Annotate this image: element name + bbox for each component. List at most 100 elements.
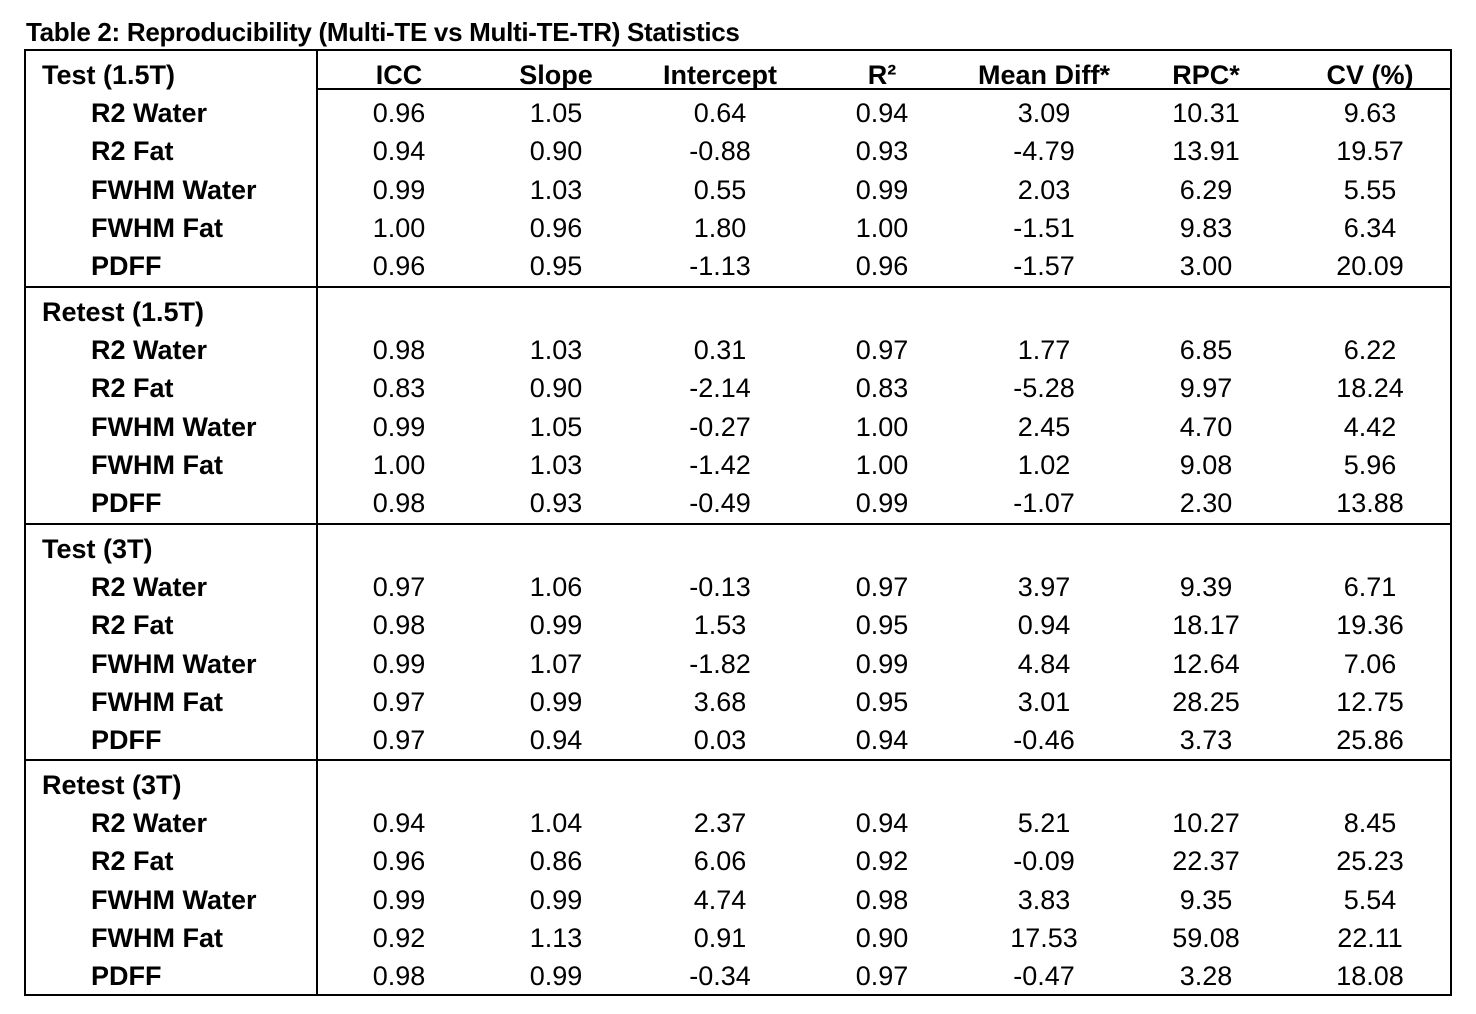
table-cell: 0.96 bbox=[372, 251, 426, 281]
table-cell: 8.45 bbox=[1343, 808, 1397, 839]
table-cell: 10.27 bbox=[1172, 808, 1240, 839]
table-cell: -0.09 bbox=[1013, 846, 1075, 877]
row-label: R2 Water bbox=[91, 808, 208, 839]
table-cell: 12.75 bbox=[1336, 686, 1404, 717]
column-header: Mean Diff* bbox=[977, 60, 1110, 90]
table-cell: 4.70 bbox=[1179, 411, 1233, 442]
row-label: FWHM Fat bbox=[91, 686, 223, 717]
table-cell: 0.90 bbox=[529, 136, 583, 167]
table-cell: 0.98 bbox=[372, 961, 426, 991]
table-cell: -5.28 bbox=[1013, 373, 1075, 404]
table-cell: 0.98 bbox=[372, 610, 426, 641]
table-cell: 22.37 bbox=[1172, 846, 1240, 877]
table-cell: 0.97 bbox=[372, 725, 426, 755]
row-label: PDFF bbox=[91, 725, 162, 755]
table-cell: -1.07 bbox=[1013, 488, 1075, 518]
table-cell: -1.57 bbox=[1013, 251, 1075, 281]
table-cell: 0.99 bbox=[855, 648, 909, 679]
table-cell: 0.93 bbox=[529, 488, 583, 518]
table-cell: 28.25 bbox=[1172, 686, 1240, 717]
row-label: R2 Fat bbox=[91, 846, 174, 877]
table-cell: 1.00 bbox=[855, 449, 909, 480]
row-label: FWHM Water bbox=[91, 884, 257, 915]
row-label: FWHM Water bbox=[91, 648, 257, 679]
table-cell: 0.94 bbox=[855, 98, 909, 129]
table-cell: 0.94 bbox=[372, 808, 426, 839]
table-cell: 0.96 bbox=[529, 212, 583, 243]
table-cell: 0.94 bbox=[1017, 610, 1071, 641]
table-cell: 6.34 bbox=[1343, 212, 1397, 243]
table-cell: 0.94 bbox=[529, 725, 583, 755]
table-cell: 0.99 bbox=[372, 648, 426, 679]
table-cell: 3.68 bbox=[693, 686, 747, 717]
table-cell: 2.37 bbox=[693, 808, 747, 839]
table-cell: 1.03 bbox=[529, 449, 583, 480]
section-divider bbox=[26, 286, 1450, 288]
table-cell: 0.55 bbox=[693, 174, 747, 205]
section-divider bbox=[26, 759, 1450, 761]
table-cell: 0.96 bbox=[372, 846, 426, 877]
row-label: R2 Water bbox=[91, 572, 208, 603]
table-cell: 0.95 bbox=[855, 610, 909, 641]
table-cell: 9.08 bbox=[1179, 449, 1233, 480]
table-cell: 1.00 bbox=[855, 212, 909, 243]
table-cell: 0.91 bbox=[693, 922, 747, 953]
table-cell: 1.00 bbox=[855, 411, 909, 442]
table-cell: 12.64 bbox=[1172, 648, 1240, 679]
section-label: Retest (3T) bbox=[42, 770, 182, 800]
table-cell: 0.99 bbox=[372, 411, 426, 442]
table-cell: 13.88 bbox=[1336, 488, 1404, 518]
row-label: R2 Water bbox=[91, 335, 208, 366]
table-cell: 0.99 bbox=[529, 884, 583, 915]
table-cell: 13.91 bbox=[1172, 136, 1240, 167]
table-cell: 3.00 bbox=[1179, 251, 1233, 281]
table-cell: 19.36 bbox=[1336, 610, 1404, 641]
table-cell: 18.24 bbox=[1336, 373, 1404, 404]
column-header: CV (%) bbox=[1326, 60, 1414, 90]
table-caption: Table 2: Reproducibility (Multi-TE vs Mu… bbox=[26, 17, 740, 47]
table-cell: 5.54 bbox=[1343, 884, 1397, 915]
table-cell: -0.46 bbox=[1013, 725, 1075, 755]
table-cell: 0.90 bbox=[855, 922, 909, 953]
row-label: FWHM Fat bbox=[91, 449, 223, 480]
table-cell: 0.31 bbox=[693, 335, 747, 366]
section-label: Test (3T) bbox=[42, 534, 153, 564]
table-cell: 0.99 bbox=[372, 884, 426, 915]
table-cell: 6.06 bbox=[693, 846, 747, 877]
table-cell: 6.71 bbox=[1343, 572, 1397, 603]
table-cell: -0.27 bbox=[689, 411, 751, 442]
table-cell: 0.03 bbox=[693, 725, 747, 755]
table-cell: 0.99 bbox=[372, 174, 426, 205]
table-cell: 59.08 bbox=[1172, 922, 1240, 953]
row-label: PDFF bbox=[91, 251, 162, 281]
table-cell: 4.42 bbox=[1343, 411, 1397, 442]
table-cell: -1.13 bbox=[689, 251, 751, 281]
row-label: R2 Fat bbox=[91, 610, 174, 641]
table-cell: 1.13 bbox=[529, 922, 583, 953]
column-header: Intercept bbox=[662, 60, 778, 90]
table-cell: 2.45 bbox=[1017, 411, 1071, 442]
table-cell: 18.17 bbox=[1172, 610, 1240, 641]
table-cell: 18.08 bbox=[1336, 961, 1404, 991]
table-cell: 0.98 bbox=[372, 488, 426, 518]
table-cell: 1.05 bbox=[529, 411, 583, 442]
table-cell: 9.35 bbox=[1179, 884, 1233, 915]
table-cell: 3.01 bbox=[1017, 686, 1071, 717]
table-cell: 0.97 bbox=[855, 335, 909, 366]
table-cell: -1.82 bbox=[689, 648, 751, 679]
table-cell: -1.42 bbox=[689, 449, 751, 480]
table-cell: 0.98 bbox=[372, 335, 426, 366]
table-cell: 0.86 bbox=[529, 846, 583, 877]
table-cell: 6.29 bbox=[1179, 174, 1233, 205]
table-cell: 3.28 bbox=[1179, 961, 1233, 991]
table-cell: 20.09 bbox=[1336, 251, 1404, 281]
table-cell: 19.57 bbox=[1336, 136, 1404, 167]
table-cell: 9.83 bbox=[1179, 212, 1233, 243]
table-cell: 0.97 bbox=[855, 961, 909, 991]
row-label: R2 Water bbox=[91, 98, 208, 129]
table-cell: 6.85 bbox=[1179, 335, 1233, 366]
label-column-divider bbox=[316, 51, 318, 994]
table-cell: 0.92 bbox=[372, 922, 426, 953]
table-cell: 3.83 bbox=[1017, 884, 1071, 915]
table-cell: 5.55 bbox=[1343, 174, 1397, 205]
